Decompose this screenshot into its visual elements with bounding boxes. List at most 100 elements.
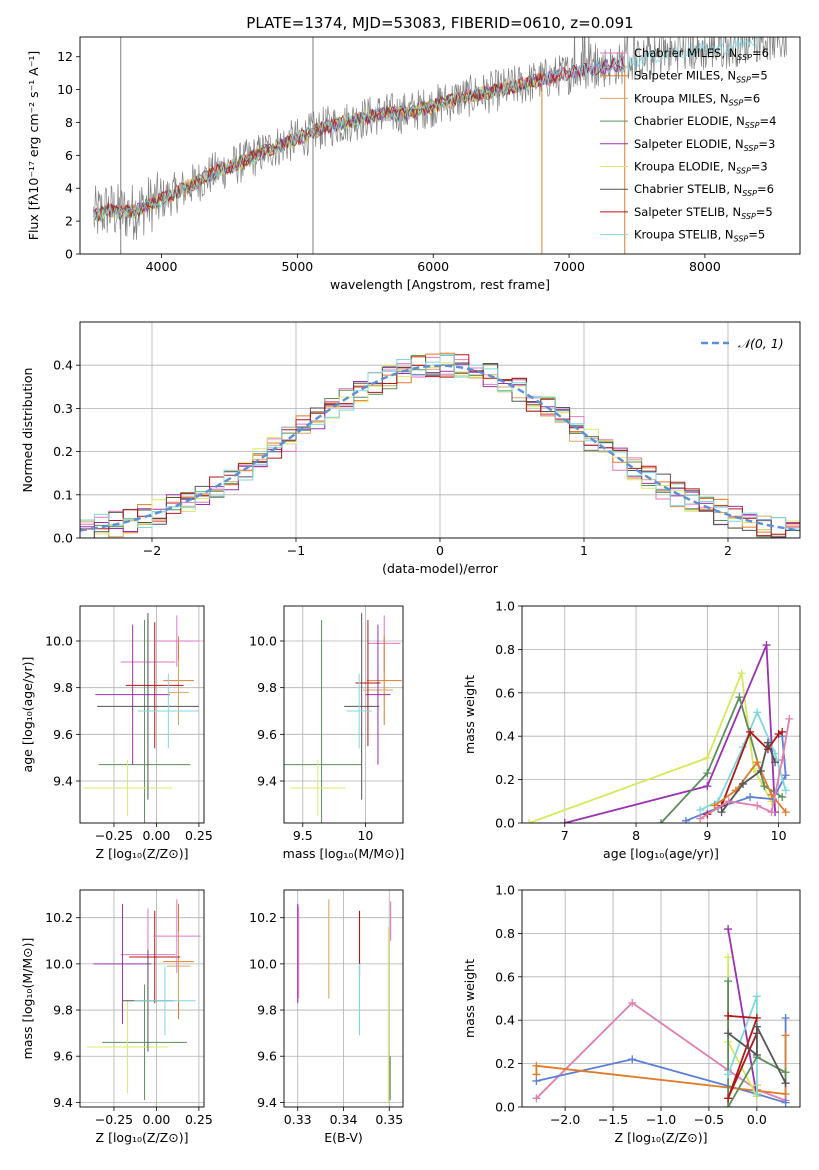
y-tick-label: 9.6 [257, 727, 277, 742]
weight-point-marker [724, 1011, 733, 1020]
legend-entry: Chabrier ELODIE, NSSP=4 [634, 114, 776, 130]
y-tick-label: 9.8 [257, 680, 277, 695]
y-tick-label: 10.0 [249, 634, 277, 649]
weight-point-marker [532, 1070, 541, 1079]
y-tick-label: 10.2 [249, 910, 277, 925]
age-vs-metallicity-panel: −0.25 0.00 0.25 9.4 9.6 9.8 10.0 Z [log₁₀(Z/Z⊙)… [20, 605, 213, 861]
y-tick-label: 0.6 [495, 969, 515, 984]
x-axis-label: wavelength [Angstrom, rest frame] [330, 277, 550, 292]
weight-point-marker [657, 819, 665, 823]
x-tick-label: 10 [771, 828, 787, 843]
weight-point-marker [781, 1068, 790, 1077]
y-axis-label: mass [log₁₀(M/M⊙)] [20, 938, 35, 1060]
x-axis-label: Z [log₁₀(Z/Z⊙)] [96, 846, 189, 861]
legend-entry: 𝒩(0, 1) [738, 336, 784, 351]
weight-point-marker [532, 1094, 541, 1103]
weight-point-marker [778, 756, 787, 765]
y-tick-label: 0.8 [495, 926, 515, 941]
x-axis-label: age [log₁₀(age/yr)] [603, 846, 719, 861]
model-line [93, 37, 760, 223]
weight-point-marker [724, 977, 733, 986]
weight-point-marker [753, 708, 762, 717]
weight-point-marker [703, 769, 712, 778]
y-tick-label: 1.0 [495, 599, 515, 614]
weight-point-marker [696, 814, 705, 823]
weight-point-marker [737, 669, 746, 678]
weight-point-marker [781, 1079, 790, 1088]
y-tick-label: 9.4 [257, 774, 277, 789]
y-tick-label: 1.0 [495, 883, 515, 898]
x-tick-label: 6000 [417, 259, 449, 274]
x-tick-label: −2 [143, 543, 161, 558]
y-tick-label: 10.0 [249, 956, 277, 971]
weight-point-marker [738, 779, 747, 788]
weight-point-marker [710, 801, 719, 810]
x-tick-label: 2 [724, 543, 732, 558]
x-tick-label: −1.0 [646, 1112, 676, 1127]
weight-point-marker [752, 1022, 761, 1031]
weight-point-marker [778, 792, 787, 801]
weight-series-line [685, 736, 787, 822]
y-tick-label: 9.6 [53, 727, 73, 742]
legend-entry: Kroupa MILES, NSSP=6 [634, 91, 760, 107]
x-tick-label: 4000 [146, 259, 178, 274]
x-tick-label: 0.25 [185, 1112, 213, 1127]
x-axis-label: E(B-V) [324, 1130, 363, 1145]
weight-vs-age-panel: 7 8 9 10 0.0 0.2 0.4 0.6 0.8 1.0 age [log₁₀(age/yr… [462, 599, 801, 861]
plot-area [522, 606, 800, 823]
y-tick-label: 6 [65, 148, 73, 163]
x-tick-label: 8 [632, 828, 640, 843]
y-tick-label: 0 [65, 247, 73, 262]
histogram-series [80, 355, 800, 538]
weight-point-marker [628, 1055, 637, 1064]
y-tick-label: 0.8 [495, 642, 515, 657]
y-tick-label: 0.2 [495, 1056, 515, 1071]
weight-point-marker [781, 808, 790, 817]
x-tick-label: −1.5 [598, 1112, 628, 1127]
weight-point-marker [681, 816, 690, 823]
plot-area [522, 890, 800, 1107]
weight-point-marker [763, 738, 772, 747]
legend-entry: Salpeter STELIB, NSSP=5 [634, 205, 773, 221]
weight-point-marker [703, 753, 712, 762]
x-tick-label: 0.35 [375, 1112, 403, 1127]
x-tick-label: −0.25 [95, 828, 133, 843]
y-tick-label: 10.2 [45, 910, 73, 925]
x-tick-label: −1 [287, 543, 305, 558]
x-tick-label: 8000 [689, 259, 721, 274]
y-tick-label: 0.1 [53, 487, 73, 502]
weight-point-marker [752, 1050, 761, 1059]
age-vs-mass-panel: 9.5 10 9.4 9.6 9.8 10.0 mass [log₁₀(M/M⊙)] [249, 605, 405, 861]
histogram-series [80, 354, 800, 530]
x-tick-label: 9.5 [293, 828, 313, 843]
y-tick-label: 4 [65, 181, 73, 196]
y-tick-label: 0.6 [495, 685, 515, 700]
y-tick-label: 9.6 [257, 1049, 277, 1064]
weight-point-marker [785, 714, 794, 723]
x-tick-label: 0.0 [747, 1112, 767, 1127]
axes-frame [79, 36, 801, 255]
weight-point-marker [781, 771, 790, 780]
weight-series-line [699, 718, 791, 820]
weight-point-marker [717, 808, 726, 817]
x-tick-label: 0.33 [284, 1112, 312, 1127]
weight-point-marker [746, 727, 755, 736]
axes-frame [79, 605, 205, 824]
axes-frame [283, 605, 404, 824]
x-axis-label: mass [log₁₀(M/M⊙)] [283, 846, 405, 861]
y-tick-label: 9.4 [53, 774, 73, 789]
y-axis-label: mass weight [462, 959, 477, 1038]
axes-frame [79, 889, 205, 1108]
y-tick-label: 10.0 [45, 956, 73, 971]
weight-point-marker [532, 1061, 541, 1070]
legend-entry: Salpeter MILES, NSSP=5 [634, 69, 768, 85]
mass-vs-metallicity-panel: −0.25 0.00 0.25 9.4 9.6 9.8 10.0 10.2 Z [log₁₀(Z… [20, 889, 213, 1145]
weight-series-line [727, 1015, 759, 1099]
weight-point-marker [724, 1070, 733, 1079]
y-tick-label: 2 [65, 214, 73, 229]
y-tick-label: 9.8 [53, 680, 73, 695]
weight-point-marker [781, 1098, 790, 1107]
legend-entry: Chabrier STELIB, NSSP=6 [634, 182, 774, 198]
legend-entry: Kroupa ELODIE, NSSP=3 [634, 160, 768, 176]
